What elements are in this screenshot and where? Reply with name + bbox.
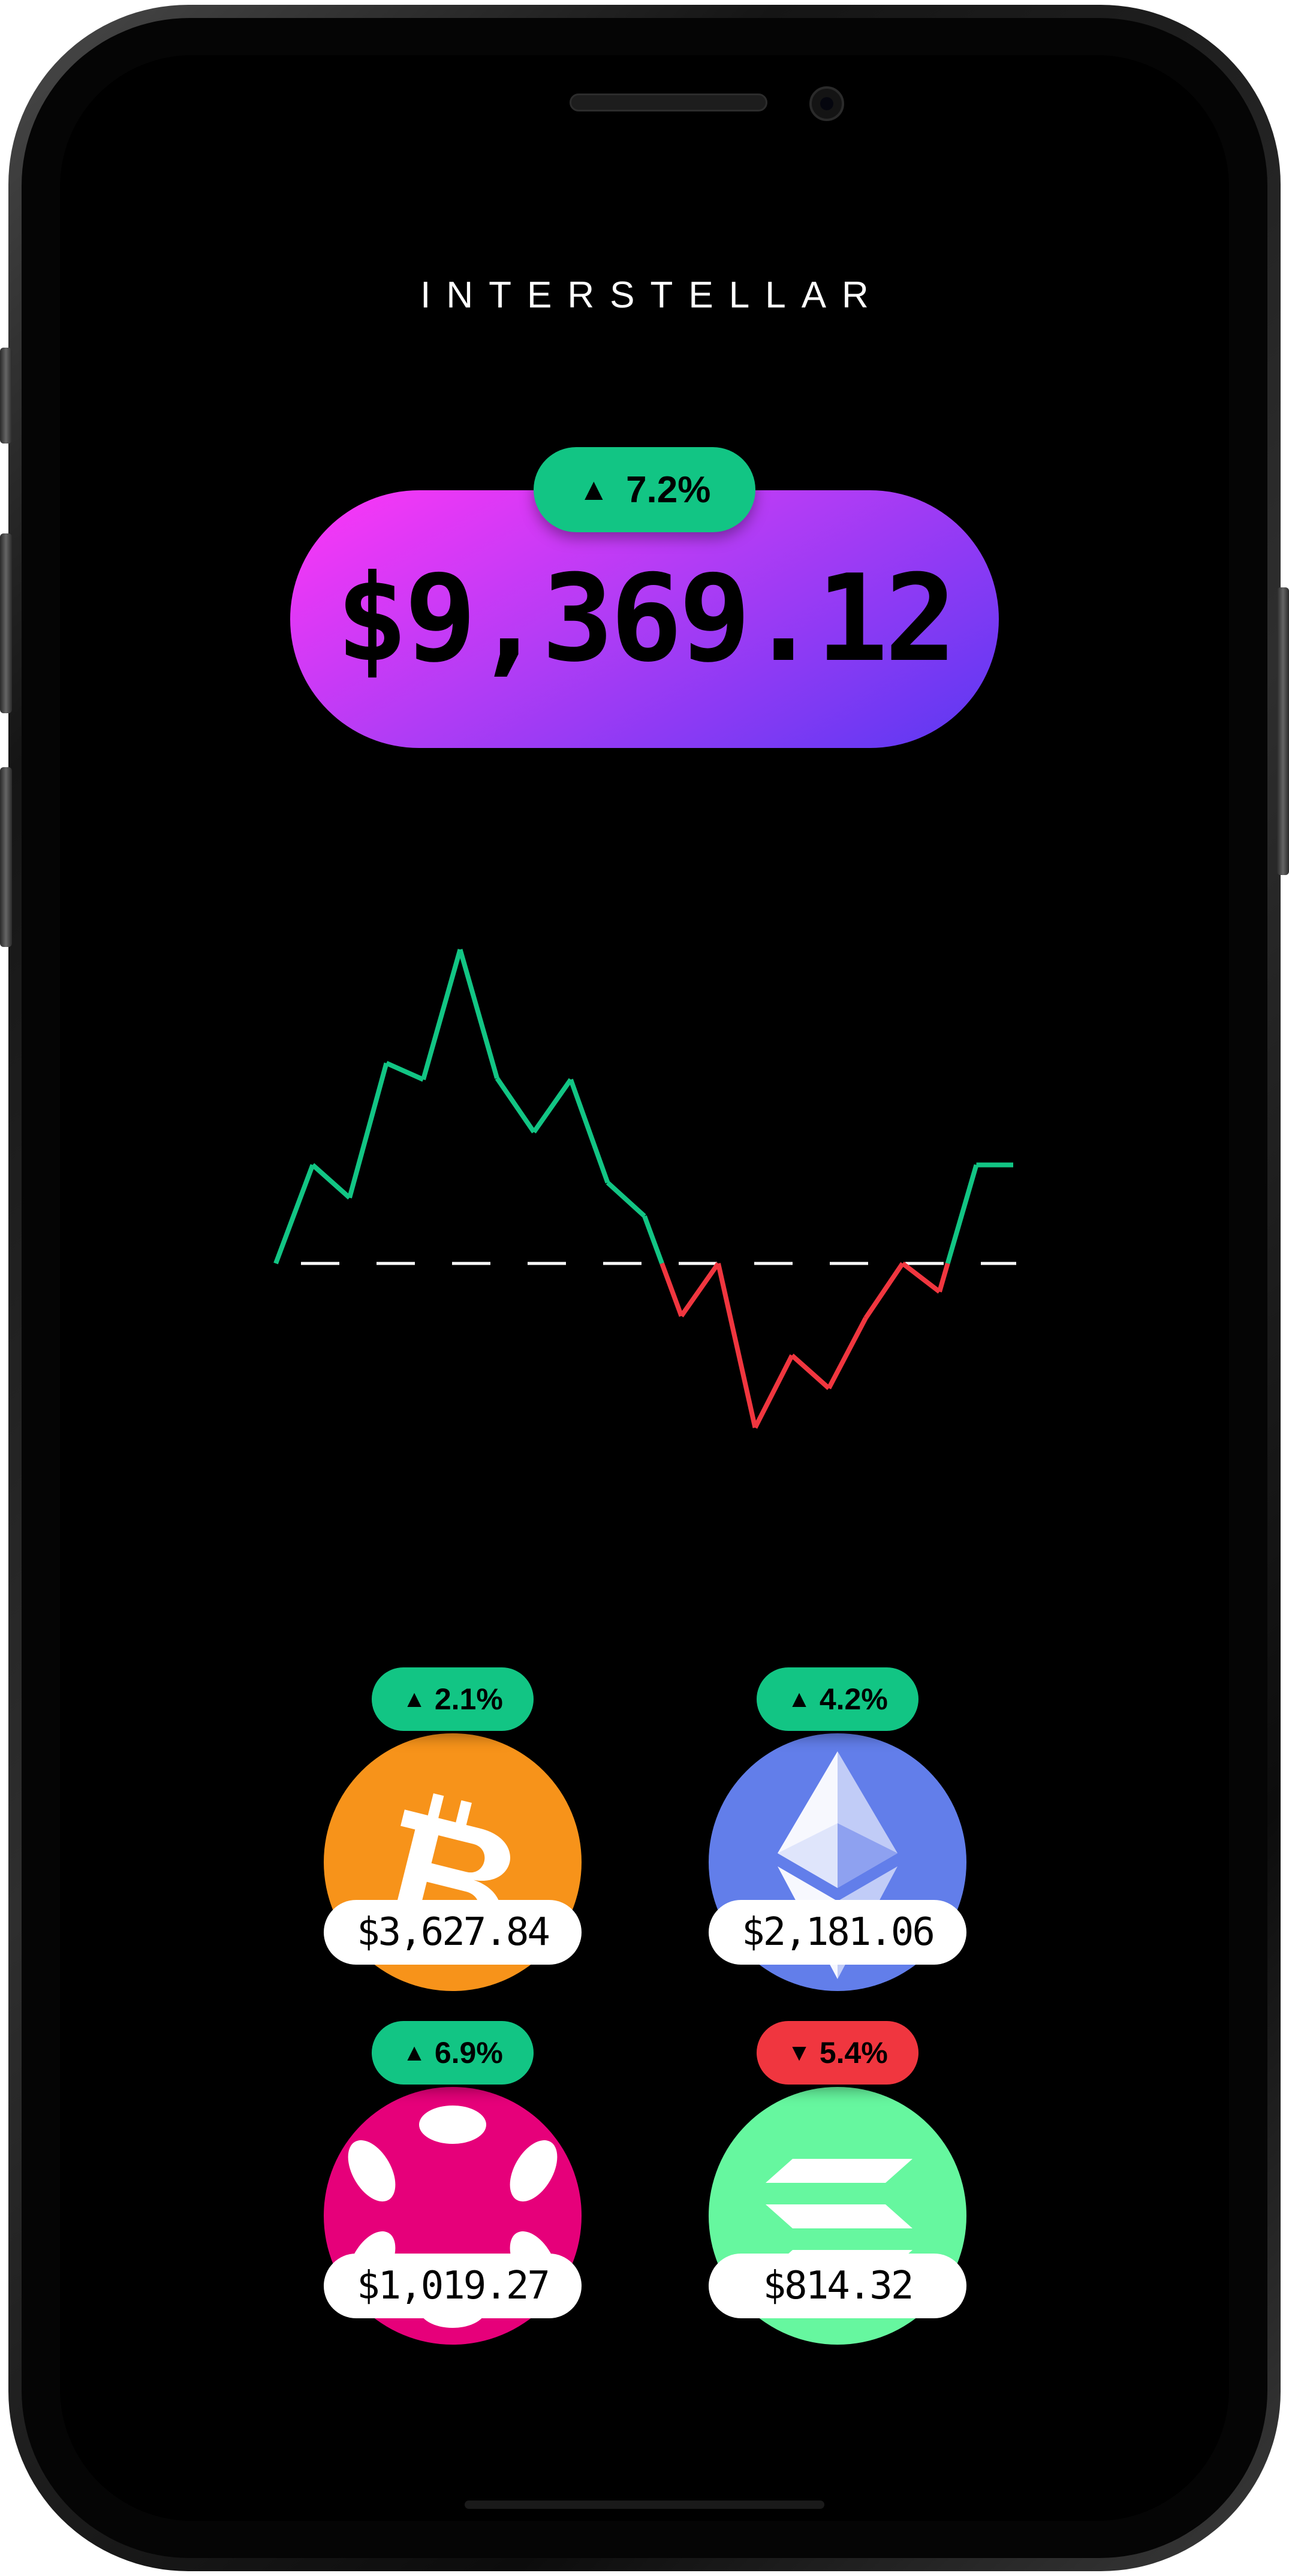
polkadot-change-badge: ▲ 6.9% [372,2021,534,2085]
solana-price: $814.32 [709,2254,966,2318]
portfolio-total-pill[interactable]: $9,369.12 [290,490,999,748]
arrow-up-icon: ▲ [578,472,610,507]
bitcoin-price: $3,627.84 [324,1900,582,1965]
portfolio-change-value: 7.2% [626,469,711,511]
bitcoin-change-value: 2.1% [434,1682,503,1716]
ethereum-change-value: 4.2% [819,1682,888,1716]
polkadot-change-value: 6.9% [434,2036,503,2070]
arrow-up-icon: ▲ [787,1685,811,1712]
portfolio-change-badge: ▲ 7.2% [534,447,755,532]
arrow-up-icon: ▲ [402,1685,426,1712]
asset-tile-polkadot[interactable]: ▲ 6.9% $1,019.27 [324,2021,582,2375]
bitcoin-change-badge: ▲ 2.1% [372,1667,534,1731]
solana-change-value: 5.4% [819,2036,888,2070]
portfolio-total-value: $9,369.12 [336,549,957,689]
asset-tile-bitcoin[interactable]: ▲ 2.1% $3,627.84 [324,1667,582,2021]
chart-line-positive [273,949,1013,1265]
ethereum-price: $2,181.06 [709,1900,966,1965]
portfolio-chart[interactable] [60,55,1229,1554]
app-title: INTERSTELLAR [420,275,884,316]
screen: INTERSTELLAR $9,369.12 ▲ 7.2% ▲ [60,55,1229,2521]
arrow-down-icon: ▼ [787,2039,811,2066]
asset-tile-ethereum[interactable]: ▲ 4.2% $2,181.06 [709,1667,966,2021]
earpiece-speaker [570,93,767,111]
solana-change-badge: ▼ 5.4% [757,2021,918,2085]
polkadot-price: $1,019.27 [324,2254,582,2318]
arrow-up-icon: ▲ [402,2039,426,2066]
volume-down-button [0,767,12,947]
silent-switch [0,348,12,444]
home-indicator [465,2500,824,2509]
ethereum-change-badge: ▲ 4.2% [757,1667,918,1731]
chart-line-negative [659,1261,950,1429]
ethereum-icon [778,1751,898,1979]
power-button [1277,587,1289,875]
asset-tile-solana[interactable]: ▼ 5.4% $814.32 [709,2021,966,2375]
front-camera [809,86,844,121]
volume-up-button [0,533,12,713]
